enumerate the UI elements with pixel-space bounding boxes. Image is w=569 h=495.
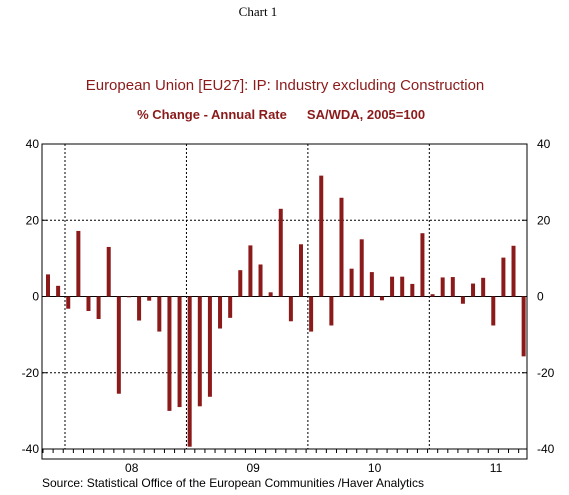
bar	[167, 296, 172, 411]
bar	[116, 296, 121, 394]
bar	[359, 239, 364, 297]
bar	[248, 245, 253, 297]
bar	[207, 296, 212, 397]
bar	[238, 270, 243, 297]
bar	[410, 283, 415, 297]
y-tick-label-right: 40	[537, 137, 551, 151]
bar	[299, 244, 303, 297]
bar	[440, 277, 445, 297]
bar	[400, 276, 405, 297]
bar	[56, 285, 61, 297]
x-tick-label: 08	[125, 461, 139, 475]
y-tick-label-left: 0	[32, 290, 39, 304]
bar	[258, 264, 263, 297]
bar	[137, 296, 142, 321]
plot-frame	[41, 143, 528, 460]
bar	[511, 245, 516, 297]
chart-source: Source: Statistical Office of the Europe…	[42, 476, 424, 490]
bar	[329, 296, 334, 326]
x-tick-label: 09	[246, 461, 260, 475]
bar	[521, 296, 526, 357]
bar	[46, 274, 50, 297]
bar	[278, 208, 283, 297]
bar	[106, 246, 111, 297]
bar	[369, 272, 374, 297]
bar	[187, 296, 192, 447]
bar	[471, 283, 476, 297]
bar	[157, 296, 162, 332]
bar	[147, 296, 152, 301]
chart-title: European Union [EU27]: IP: Industry excl…	[86, 77, 485, 94]
bar	[420, 233, 425, 297]
bar	[76, 230, 81, 297]
bar	[228, 296, 233, 318]
bar	[481, 277, 486, 297]
chart-subtitle-right: SA/WDA, 2005=100	[307, 107, 425, 122]
bar	[66, 296, 71, 309]
bar	[430, 294, 435, 297]
y-tick-label-left: 40	[26, 137, 40, 151]
y-tick-label-left: -40	[22, 442, 40, 456]
bar	[96, 296, 101, 319]
bar	[390, 276, 395, 297]
bar	[460, 296, 465, 304]
bar	[288, 296, 293, 322]
bar	[339, 197, 344, 297]
bar	[501, 257, 506, 297]
bar	[450, 277, 455, 297]
bar	[268, 292, 273, 297]
bar	[491, 296, 496, 326]
bar	[126, 296, 131, 298]
y-tick-label-right: -20	[537, 366, 555, 380]
bar	[379, 296, 384, 301]
bar	[197, 296, 202, 407]
bar	[349, 268, 354, 297]
x-tick-label: 10	[368, 461, 382, 475]
chart-subtitle-left: % Change - Annual Rate	[137, 107, 287, 122]
x-tick-label: 11	[490, 461, 503, 475]
y-tick-label-left: 20	[26, 213, 40, 227]
y-tick-label-right: -40	[537, 442, 555, 456]
bar	[177, 296, 182, 408]
bar	[309, 296, 314, 332]
y-tick-label-right: 20	[537, 213, 551, 227]
chart-caption: Chart 1	[239, 4, 278, 19]
y-tick-label-right: 0	[537, 290, 544, 304]
bar	[319, 175, 324, 297]
bar	[218, 296, 223, 329]
plot-area: 40 40 20 20 0 0 -20 -20 -40 -40 08 09 10 11	[22, 137, 555, 475]
y-tick-label-left: -20	[22, 366, 40, 380]
bar	[86, 296, 91, 311]
